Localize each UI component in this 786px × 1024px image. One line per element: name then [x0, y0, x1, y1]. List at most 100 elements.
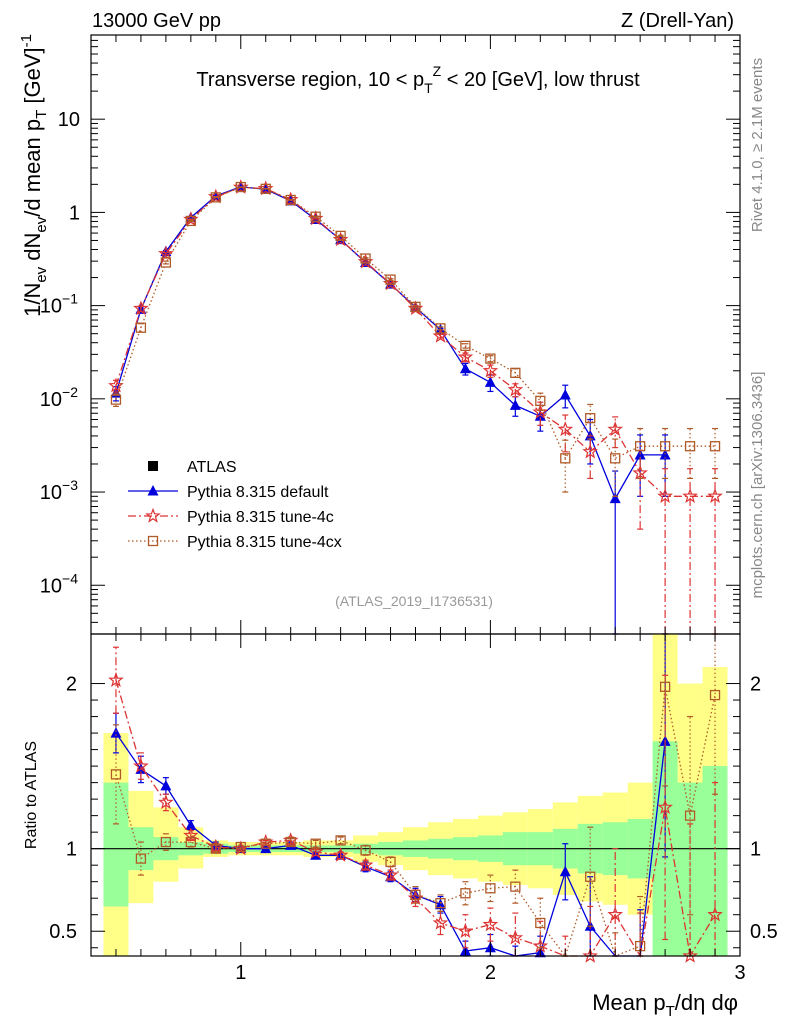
main-point [682, 488, 698, 504]
main-y-tick-label: 10−4 [40, 570, 78, 597]
main-point [585, 413, 596, 424]
ratio-panel: 0.5 0.5 1 1 2 2 1 2 3 Ratio to ATLAS Mean pT/dη dφ [23, 633, 778, 1020]
ratio-point [607, 906, 624, 922]
main-series-0 [110, 180, 671, 635]
ratio-point [360, 845, 371, 856]
main-panel: 10−4 10−3 10−2 10−1 1 10 Transverse region, 10… [18, 34, 741, 635]
ratio-point [535, 917, 546, 929]
chart-title: Transverse region, 10 < pTZ < 20 [GeV], … [196, 63, 640, 96]
main-plot-marks [108, 179, 723, 635]
main-point [635, 441, 646, 452]
main-point [285, 194, 296, 206]
main-point [510, 367, 521, 378]
ratio-y-tick-label: 1 [66, 839, 77, 861]
main-point [108, 377, 124, 393]
ratio-y-axis-label: Ratio to ATLAS [23, 741, 40, 849]
main-point [310, 211, 321, 222]
legend-entry-1: Pythia 8.315 default [128, 484, 329, 501]
main-point [135, 322, 147, 333]
ratio-axes: 0.5 0.5 1 1 2 2 1 2 3 Ratio to ATLAS Mean pT/dη dφ [23, 634, 778, 1020]
ratio-point [385, 856, 396, 868]
main-point [432, 327, 449, 343]
main-point [158, 245, 174, 261]
ratio-point [133, 757, 149, 773]
ratio-point [485, 883, 496, 894]
ratio-point [434, 898, 446, 910]
main-point [133, 300, 149, 316]
ratio-point [582, 947, 599, 963]
ratio-series-0 [110, 633, 671, 958]
ratio-y-tick-label-right: 0.5 [750, 921, 778, 943]
main-point [560, 453, 571, 464]
ratio-error-bands [103, 634, 728, 956]
main-point [435, 323, 446, 334]
legend-label: Pythia 8.315 tune-4cx [187, 534, 342, 551]
ratio-point [657, 799, 673, 814]
ratio-y-tick-label: 2 [66, 674, 77, 696]
watermark: (ATLAS_2019_I1736531) [335, 593, 493, 609]
ratio-point [457, 922, 474, 938]
main-point [507, 381, 524, 397]
ratio-point [507, 929, 524, 945]
legend-label: Pythia 8.315 tune-4c [187, 509, 334, 526]
main-series-2 [110, 181, 721, 497]
main-point [632, 464, 648, 480]
legend-label: Pythia 8.315 default [187, 484, 329, 501]
x-axis-label: Mean pT/dη dφ [592, 990, 738, 1020]
main-point [559, 388, 571, 400]
main-point [335, 230, 346, 242]
ratio-point [482, 916, 499, 932]
header-right: Z (Drell-Yan) [621, 10, 734, 32]
x-tick-label: 1 [235, 962, 246, 984]
ratio-point [110, 727, 122, 738]
ratio-point [185, 836, 196, 848]
ratio-point [682, 947, 698, 963]
ratio-point [110, 769, 122, 780]
ratio-point [432, 914, 449, 930]
ratio-point [659, 681, 671, 692]
main-y-tick-label: 10 [58, 109, 80, 131]
ratio-point [357, 856, 374, 872]
rivet-label: Rivet 4.1.0, ≥ 2.1M events [749, 58, 766, 232]
legend-entry-2: Pythia 8.315 tune-4c [128, 507, 334, 526]
x-tick-label: 3 [734, 962, 745, 984]
main-point [360, 253, 371, 264]
legend-entry-0: ATLAS [148, 459, 237, 476]
main-line-0 [115, 186, 666, 501]
ratio-y-tick-label: 0.5 [49, 921, 77, 943]
main-y-tick-label: 10−3 [40, 477, 78, 504]
ratio-point [285, 836, 296, 848]
main-point [582, 443, 599, 459]
ratio-point [310, 838, 321, 849]
main-point [707, 488, 723, 504]
main-point [457, 348, 474, 364]
legend: ATLAS Pythia 8.315 default Pythia 8.315 tu… [128, 459, 342, 551]
ratio-point [559, 865, 571, 877]
legend-label: ATLAS [187, 459, 237, 476]
main-point [535, 395, 546, 407]
main-line-1 [115, 186, 715, 497]
ratio-point [108, 671, 124, 687]
main-point [482, 362, 499, 378]
stat-uncertainty-band [702, 766, 728, 956]
stat-uncertainty-band [103, 782, 129, 907]
ratio-y-tick-label-right: 1 [750, 839, 761, 861]
ratio-point [160, 779, 172, 791]
ratio-y-tick-label-right: 2 [750, 674, 761, 696]
main-point [485, 353, 496, 364]
main-point [557, 421, 574, 437]
ratio-point [332, 847, 349, 862]
main-point [385, 274, 396, 285]
ratio-point [158, 794, 174, 810]
ratio-point [410, 889, 421, 901]
ratio-point [235, 841, 246, 853]
ratio-point [185, 819, 197, 831]
x-tick-label: 2 [485, 962, 496, 984]
main-point [709, 441, 721, 452]
main-point [160, 245, 172, 257]
main-point [484, 376, 496, 387]
legend-marker [148, 461, 158, 471]
ratio-point [709, 689, 721, 701]
ratio-point [135, 853, 147, 864]
